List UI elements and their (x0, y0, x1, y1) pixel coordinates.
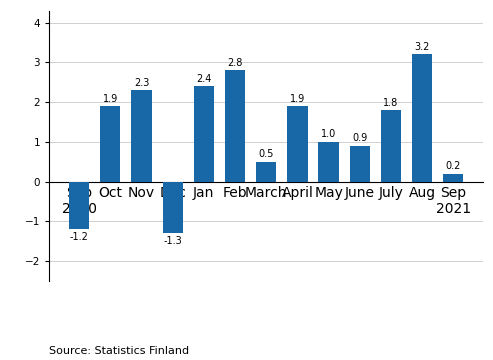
Text: -1.3: -1.3 (163, 235, 182, 246)
Text: 1.8: 1.8 (383, 98, 398, 108)
Text: 0.2: 0.2 (446, 161, 461, 171)
Bar (163, 181, 183, 233)
Text: 1.0: 1.0 (321, 130, 336, 139)
Bar (443, 174, 463, 181)
Text: 1.9: 1.9 (290, 94, 305, 104)
Bar (318, 142, 339, 181)
Bar (100, 106, 120, 181)
Bar (381, 110, 401, 181)
Text: -1.2: -1.2 (70, 231, 89, 242)
Bar (131, 90, 152, 181)
Bar (69, 181, 89, 229)
Bar (350, 146, 370, 181)
Bar (225, 70, 245, 181)
Text: 3.2: 3.2 (415, 42, 430, 52)
Bar (194, 86, 214, 181)
Text: 0.9: 0.9 (352, 134, 367, 143)
Text: 2.8: 2.8 (227, 58, 243, 68)
Text: 0.5: 0.5 (258, 149, 274, 159)
Text: Source: Statistics Finland: Source: Statistics Finland (49, 346, 189, 356)
Text: 1.9: 1.9 (103, 94, 118, 104)
Text: 2.3: 2.3 (134, 78, 149, 88)
Bar (287, 106, 308, 181)
Bar (256, 162, 277, 181)
Text: 2.4: 2.4 (196, 74, 211, 84)
Bar (412, 54, 432, 181)
